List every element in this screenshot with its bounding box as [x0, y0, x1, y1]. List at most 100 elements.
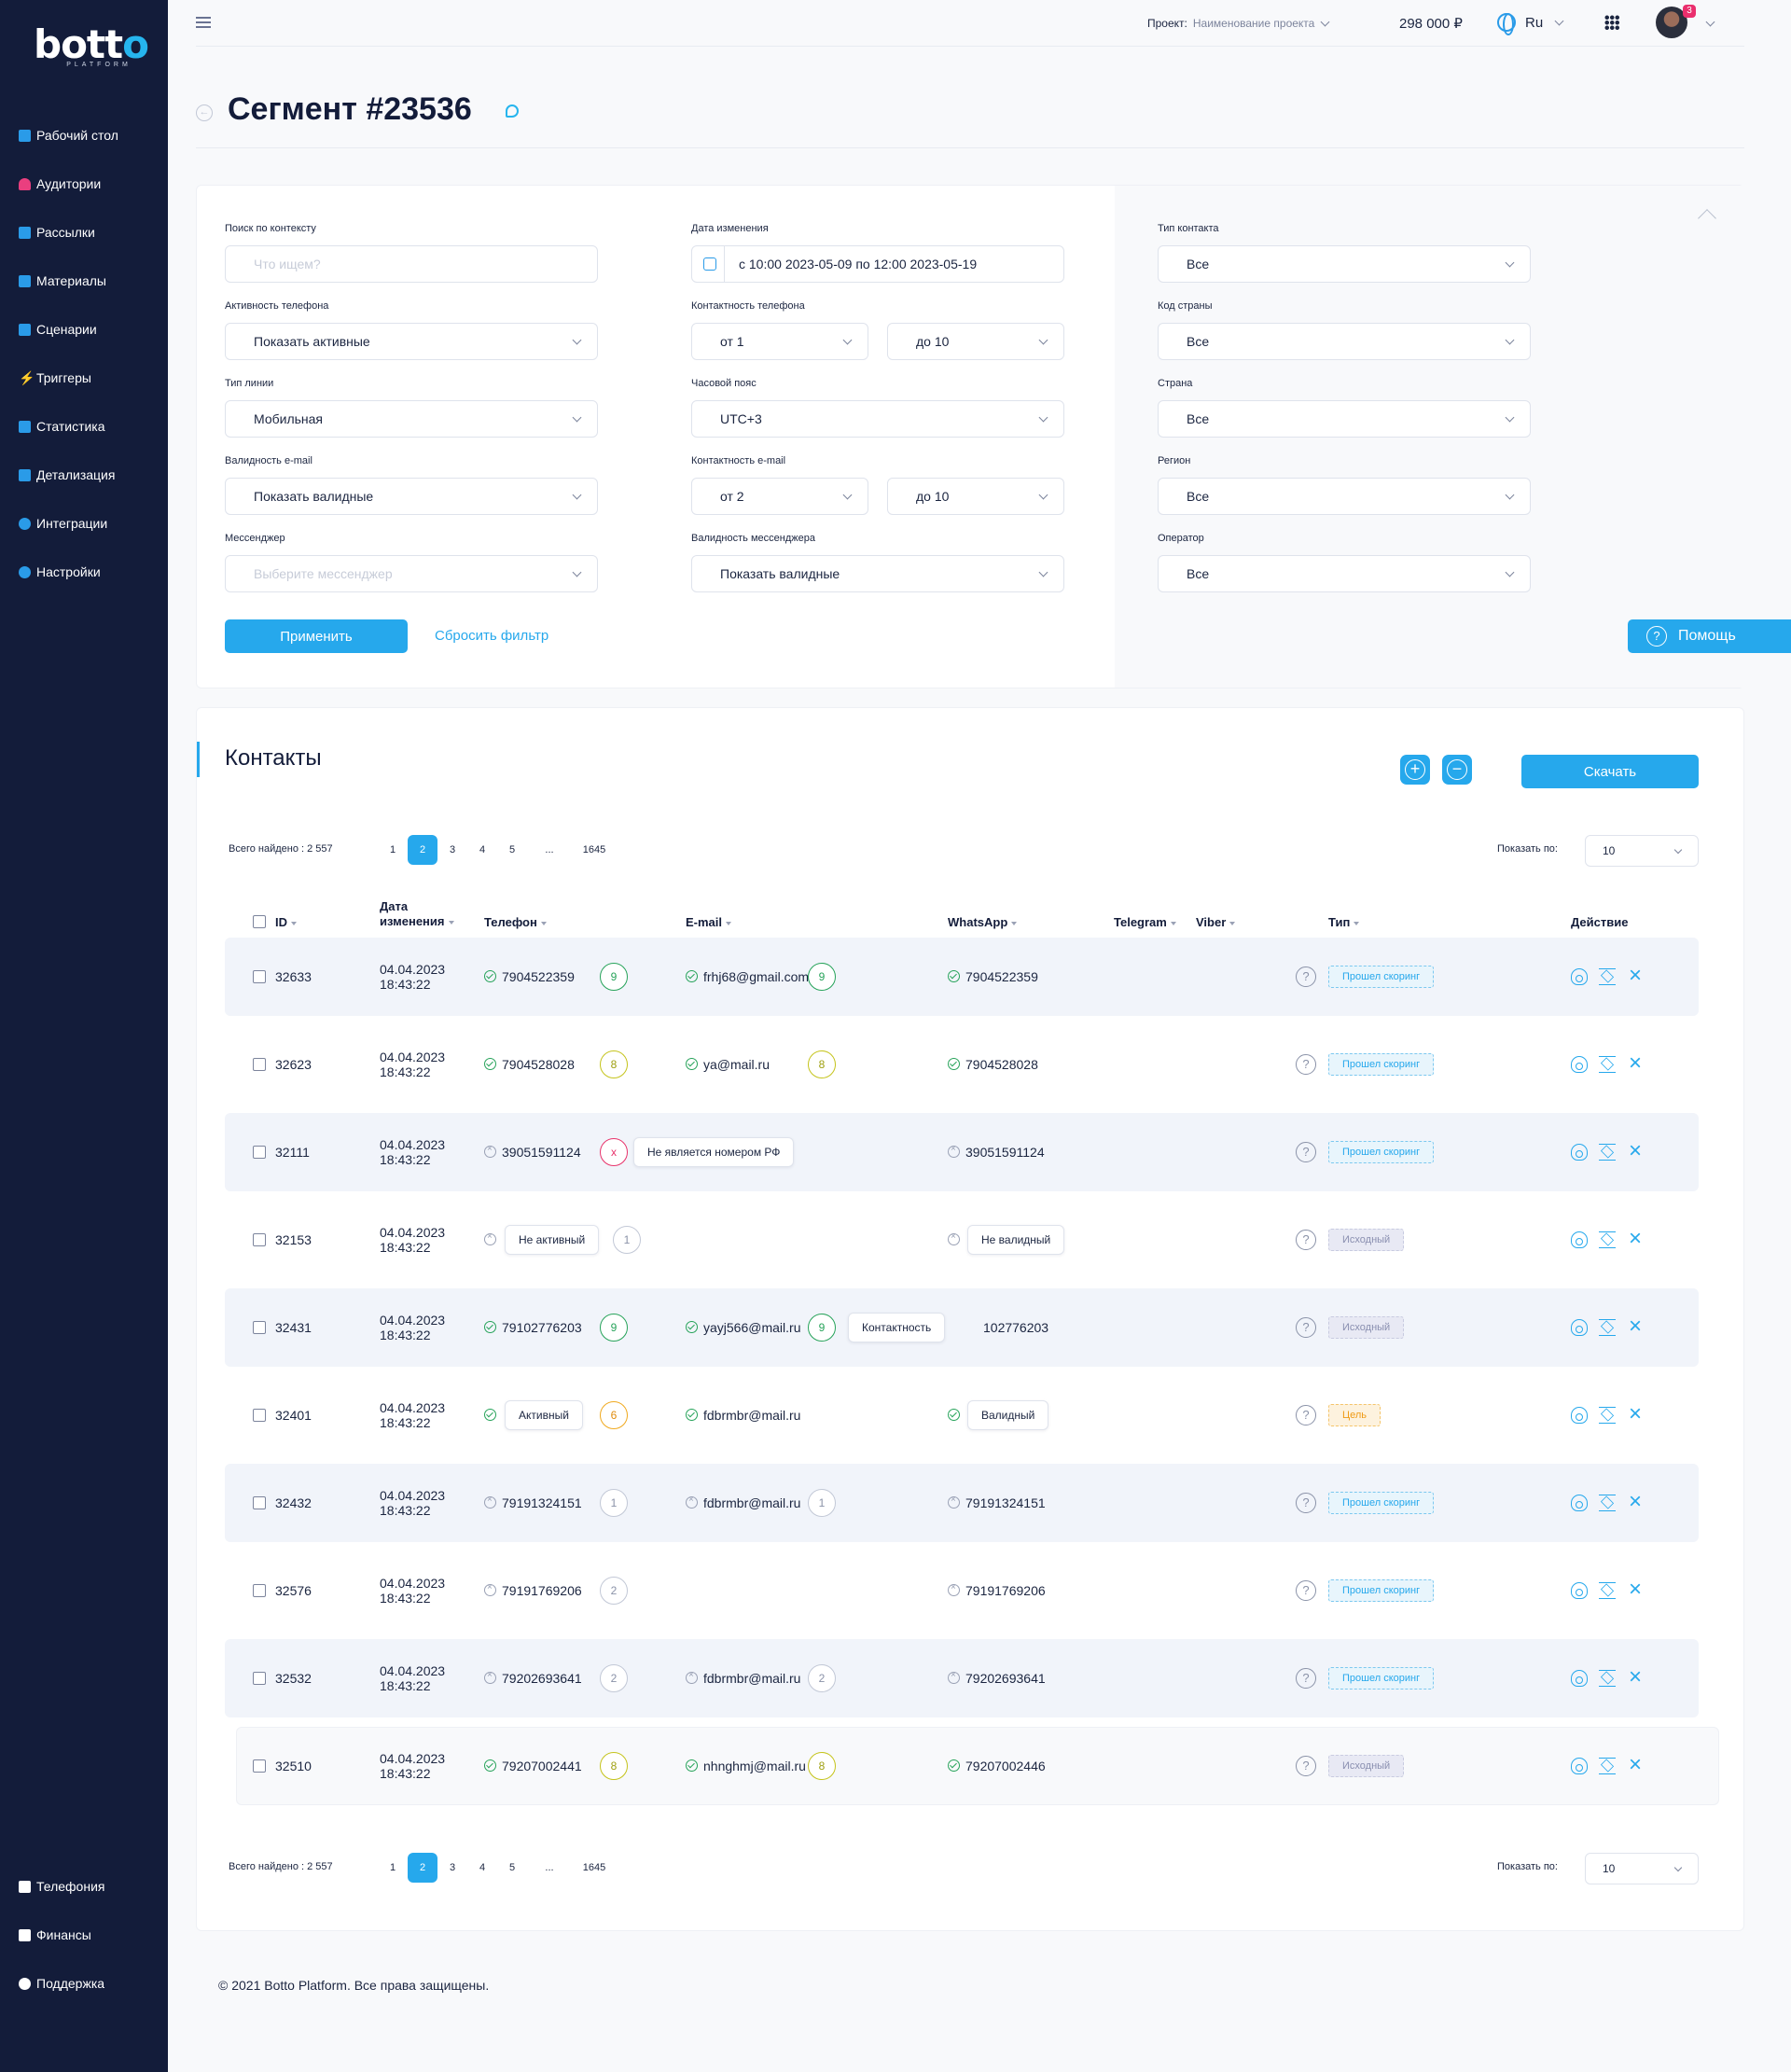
add-button[interactable]: + — [1400, 755, 1430, 785]
phone-score-badge[interactable]: 1 — [613, 1226, 641, 1254]
help-button[interactable]: ? Помощь — [1628, 619, 1791, 653]
question-icon[interactable]: ? — [1296, 1142, 1316, 1162]
question-icon[interactable]: ? — [1296, 1580, 1316, 1601]
close-icon[interactable]: × — [1628, 1752, 1642, 1777]
column-header-date[interactable]: Дата изменения — [380, 899, 473, 929]
avatar[interactable] — [1656, 7, 1687, 38]
column-header-type[interactable]: Тип — [1328, 915, 1360, 930]
layers-icon[interactable] — [1599, 1407, 1616, 1424]
page-1645[interactable]: 1645 — [582, 844, 606, 855]
question-icon[interactable]: ? — [1296, 1493, 1316, 1513]
country-code-select[interactable]: Все — [1158, 323, 1531, 360]
sidebar-item-gear[interactable]: Настройки — [19, 563, 101, 581]
close-icon[interactable]: × — [1628, 1577, 1642, 1602]
close-icon[interactable]: × — [1628, 1050, 1642, 1076]
back-arrow-icon[interactable]: ← — [196, 104, 213, 121]
page-3[interactable]: 3 — [449, 844, 456, 855]
view-icon[interactable] — [1571, 1056, 1588, 1073]
page-1[interactable]: 1 — [389, 844, 396, 855]
menu-icon[interactable] — [196, 17, 211, 28]
sidebar-item-phone[interactable]: Телефония — [19, 1877, 104, 1896]
page-1[interactable]: 1 — [389, 1862, 396, 1873]
question-icon[interactable]: ? — [1296, 1230, 1316, 1250]
apps-grid-icon[interactable] — [1604, 15, 1619, 30]
select-all-checkbox[interactable] — [253, 915, 266, 928]
project-selector[interactable]: Проект: Наименование проекта — [1147, 17, 1330, 30]
column-header-email[interactable]: E-mail — [686, 915, 732, 930]
sidebar-item-users[interactable]: Аудитории — [19, 174, 101, 193]
column-header-viber[interactable]: Viber — [1196, 915, 1236, 930]
sidebar-item-scenarios[interactable]: Сценарии — [19, 320, 97, 339]
row-checkbox[interactable] — [253, 1759, 266, 1773]
chevron-down-icon[interactable] — [1705, 17, 1715, 27]
sidebar-item-details[interactable]: Детализация — [19, 466, 115, 484]
operator-select[interactable]: Все — [1158, 555, 1531, 592]
layers-icon[interactable] — [1599, 1231, 1616, 1248]
column-header-id[interactable]: ID — [275, 915, 297, 930]
timezone-select[interactable]: UTC+3 — [691, 400, 1064, 438]
question-icon[interactable]: ? — [1296, 1405, 1316, 1425]
close-icon[interactable]: × — [1628, 1138, 1642, 1163]
column-header-telegram[interactable]: Telegram — [1114, 915, 1176, 930]
question-icon[interactable]: ? — [1296, 1756, 1316, 1776]
email-contact-from-select[interactable]: от 2 — [691, 478, 868, 515]
phone-activity-select[interactable]: Показать активные — [225, 323, 598, 360]
reset-filter-link[interactable]: Сбросить фильтр — [435, 628, 549, 644]
row-checkbox[interactable] — [253, 1146, 266, 1159]
view-icon[interactable] — [1571, 1407, 1588, 1424]
page-3[interactable]: 3 — [449, 1862, 456, 1873]
phone-score-badge[interactable]: 2 — [600, 1577, 628, 1605]
phone-score-badge[interactable]: x — [600, 1138, 628, 1166]
date-range-input[interactable]: с 10:00 2023-05-09 по 12:00 2023-05-19 — [691, 245, 1064, 283]
phone-score-badge[interactable]: 9 — [600, 1314, 628, 1342]
line-type-select[interactable]: Мобильная — [225, 400, 598, 438]
region-select[interactable]: Все — [1158, 478, 1531, 515]
layers-icon[interactable] — [1599, 1144, 1616, 1161]
question-icon[interactable]: ? — [1296, 1668, 1316, 1689]
language-selector[interactable]: Ru — [1497, 13, 1564, 35]
phone-contact-from-select[interactable]: от 1 — [691, 323, 868, 360]
messenger-select[interactable]: Выберите мессенджер — [225, 555, 598, 592]
layers-icon[interactable] — [1599, 1758, 1616, 1774]
email-score-badge[interactable]: 1 — [808, 1489, 836, 1517]
phone-contact-to-select[interactable]: до 10 — [887, 323, 1064, 360]
row-checkbox[interactable] — [253, 970, 266, 983]
page-4[interactable]: 4 — [479, 844, 486, 855]
row-checkbox[interactable] — [253, 1058, 266, 1071]
layers-icon[interactable] — [1599, 1319, 1616, 1336]
row-checkbox[interactable] — [253, 1672, 266, 1685]
phone-score-badge[interactable]: 6 — [600, 1401, 628, 1429]
email-valid-select[interactable]: Показать валидные — [225, 478, 598, 515]
sidebar-item-integrations[interactable]: Интеграции — [19, 514, 107, 533]
question-icon[interactable]: ? — [1296, 1054, 1316, 1075]
comment-icon[interactable] — [506, 104, 519, 118]
close-icon[interactable]: × — [1628, 1664, 1642, 1690]
download-button[interactable]: Скачать — [1521, 755, 1699, 788]
question-icon[interactable]: ? — [1296, 966, 1316, 987]
contact-type-select[interactable]: Все — [1158, 245, 1531, 283]
messenger-valid-select[interactable]: Показать валидные — [691, 555, 1064, 592]
view-icon[interactable] — [1571, 1144, 1588, 1161]
email-score-badge[interactable]: 2 — [808, 1664, 836, 1692]
view-icon[interactable] — [1571, 1582, 1588, 1599]
email-score-badge[interactable]: 8 — [808, 1050, 836, 1078]
view-icon[interactable] — [1571, 1758, 1588, 1774]
email-score-badge[interactable]: 8 — [808, 1752, 836, 1780]
page-2[interactable]: 2 — [408, 1853, 437, 1883]
phone-score-badge[interactable]: 9 — [600, 963, 628, 991]
phone-score-badge[interactable]: 2 — [600, 1664, 628, 1692]
phone-score-badge[interactable]: 8 — [600, 1050, 628, 1078]
close-icon[interactable]: × — [1628, 1314, 1642, 1339]
question-icon[interactable]: ? — [1296, 1317, 1316, 1338]
page-2[interactable]: 2 — [408, 835, 437, 865]
view-icon[interactable] — [1571, 1670, 1588, 1687]
close-icon[interactable]: × — [1628, 1489, 1642, 1514]
email-contact-to-select[interactable]: до 10 — [887, 478, 1064, 515]
layers-icon[interactable] — [1599, 1670, 1616, 1687]
show-by-select[interactable]: 10 — [1585, 1853, 1699, 1884]
sidebar-item-finance[interactable]: Финансы — [19, 1926, 91, 1944]
layers-icon[interactable] — [1599, 1056, 1616, 1073]
search-input[interactable]: Что ищем? — [225, 245, 598, 283]
sidebar-item-support[interactable]: Поддержка — [19, 1974, 104, 1993]
view-icon[interactable] — [1571, 1231, 1588, 1248]
